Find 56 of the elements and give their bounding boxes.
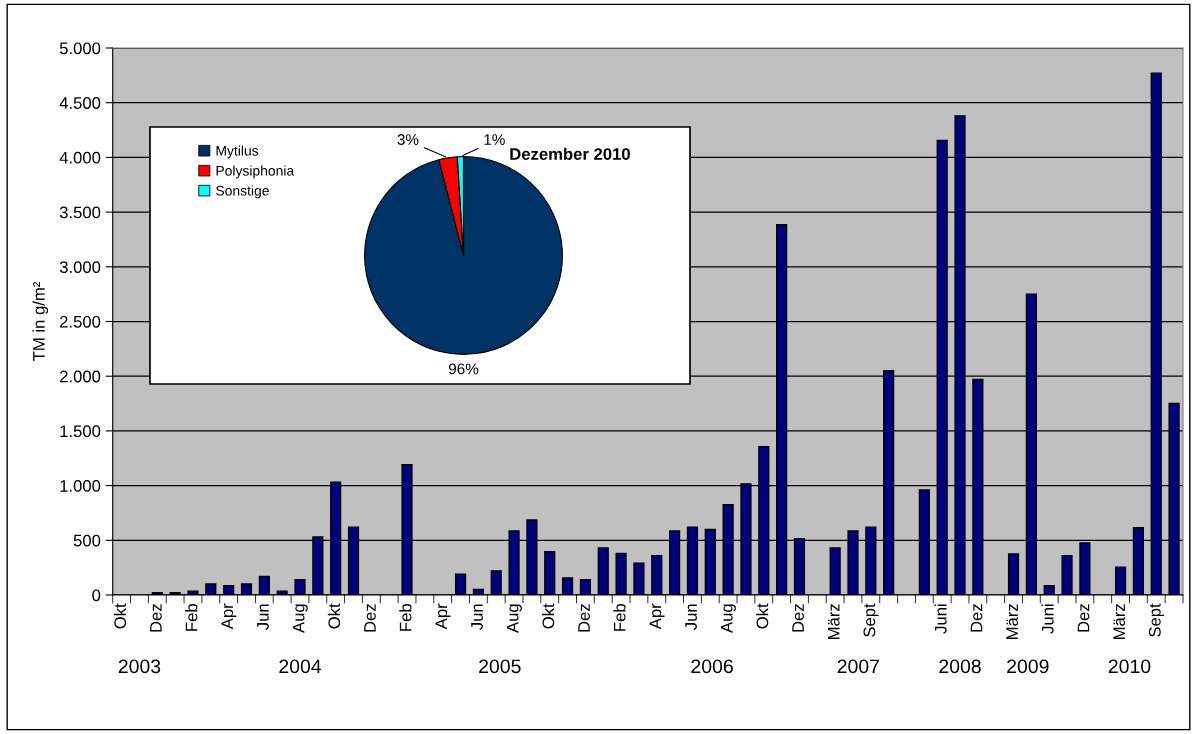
y-tick-label: 3.000 <box>59 261 101 273</box>
legend-label: Mytilus <box>216 145 259 159</box>
x-tick-label: Feb <box>185 604 198 631</box>
y-tick-label: 2.500 <box>60 315 101 328</box>
y-tick-label: 4.000 <box>59 151 101 164</box>
x-tick-label: Sept <box>1148 603 1165 637</box>
y-tick-label: 0 <box>92 589 101 602</box>
text: 2004 <box>279 659 322 674</box>
text: 2005 <box>479 659 521 674</box>
x-tick-label: Okt <box>113 603 127 629</box>
y-tick-label: 500 <box>73 534 101 547</box>
x-tick-label: Apr <box>649 603 665 630</box>
x-tick-label: Dez <box>970 604 983 632</box>
y-tick-label: 1.000 <box>60 480 101 492</box>
y-tick-label: 2.000 <box>60 370 101 383</box>
x-tick-label: Dez <box>1077 604 1090 632</box>
x-tick-label: Juni <box>934 604 947 634</box>
data-label: 1% <box>484 134 505 145</box>
x-tick-label: Dez <box>150 604 162 632</box>
x-tick-label: März <box>1113 604 1126 639</box>
text: 2007 <box>837 659 879 674</box>
y-tick-label: 1.500 <box>60 425 101 438</box>
x-tick-label: Feb <box>613 604 626 631</box>
x-tick-label: Juni <box>1041 604 1054 634</box>
text: 2008 <box>939 659 981 674</box>
x-tick-label: Dez <box>792 604 804 632</box>
text: 2009 <box>1007 659 1049 674</box>
legend-label: Sonstige <box>216 185 269 199</box>
x-tick-label: Apr <box>435 603 451 630</box>
x-tick-label: Apr <box>221 603 237 630</box>
x-tick-label: Sept <box>863 603 879 637</box>
x-tick-label: März <box>1006 604 1019 639</box>
x-tick-label: Feb <box>399 604 412 631</box>
legend-label: Polysiphonia <box>216 165 295 179</box>
x-tick-label: Okt <box>327 603 341 629</box>
text: 2006 <box>691 659 733 674</box>
text: 2010 <box>1108 659 1151 674</box>
y-tick-label: 3.500 <box>59 206 101 219</box>
y-tick-label: 5.000 <box>59 42 101 55</box>
x-tick-label: Aug <box>506 604 522 633</box>
x-tick-label: Jun <box>471 604 483 630</box>
text: Dezember 2010 <box>510 147 630 160</box>
text: 2003 <box>118 659 161 674</box>
x-tick-label: Jun <box>685 604 697 630</box>
x-tick-label: Aug <box>292 604 308 633</box>
y-tick-label: 4.500 <box>59 97 101 109</box>
x-tick-label: Okt <box>541 603 555 629</box>
y-axis-title: TM in g/m² <box>32 282 49 361</box>
x-tick-label: Okt <box>756 603 769 629</box>
x-tick-label: Aug <box>720 604 736 633</box>
x-tick-label: März <box>828 604 840 639</box>
x-tick-label: Jun <box>257 604 269 630</box>
x-tick-label: Dez <box>364 604 376 632</box>
data-label: 96% <box>448 363 479 375</box>
data-label: 3% <box>397 134 419 145</box>
x-tick-label: Dez <box>578 604 590 632</box>
